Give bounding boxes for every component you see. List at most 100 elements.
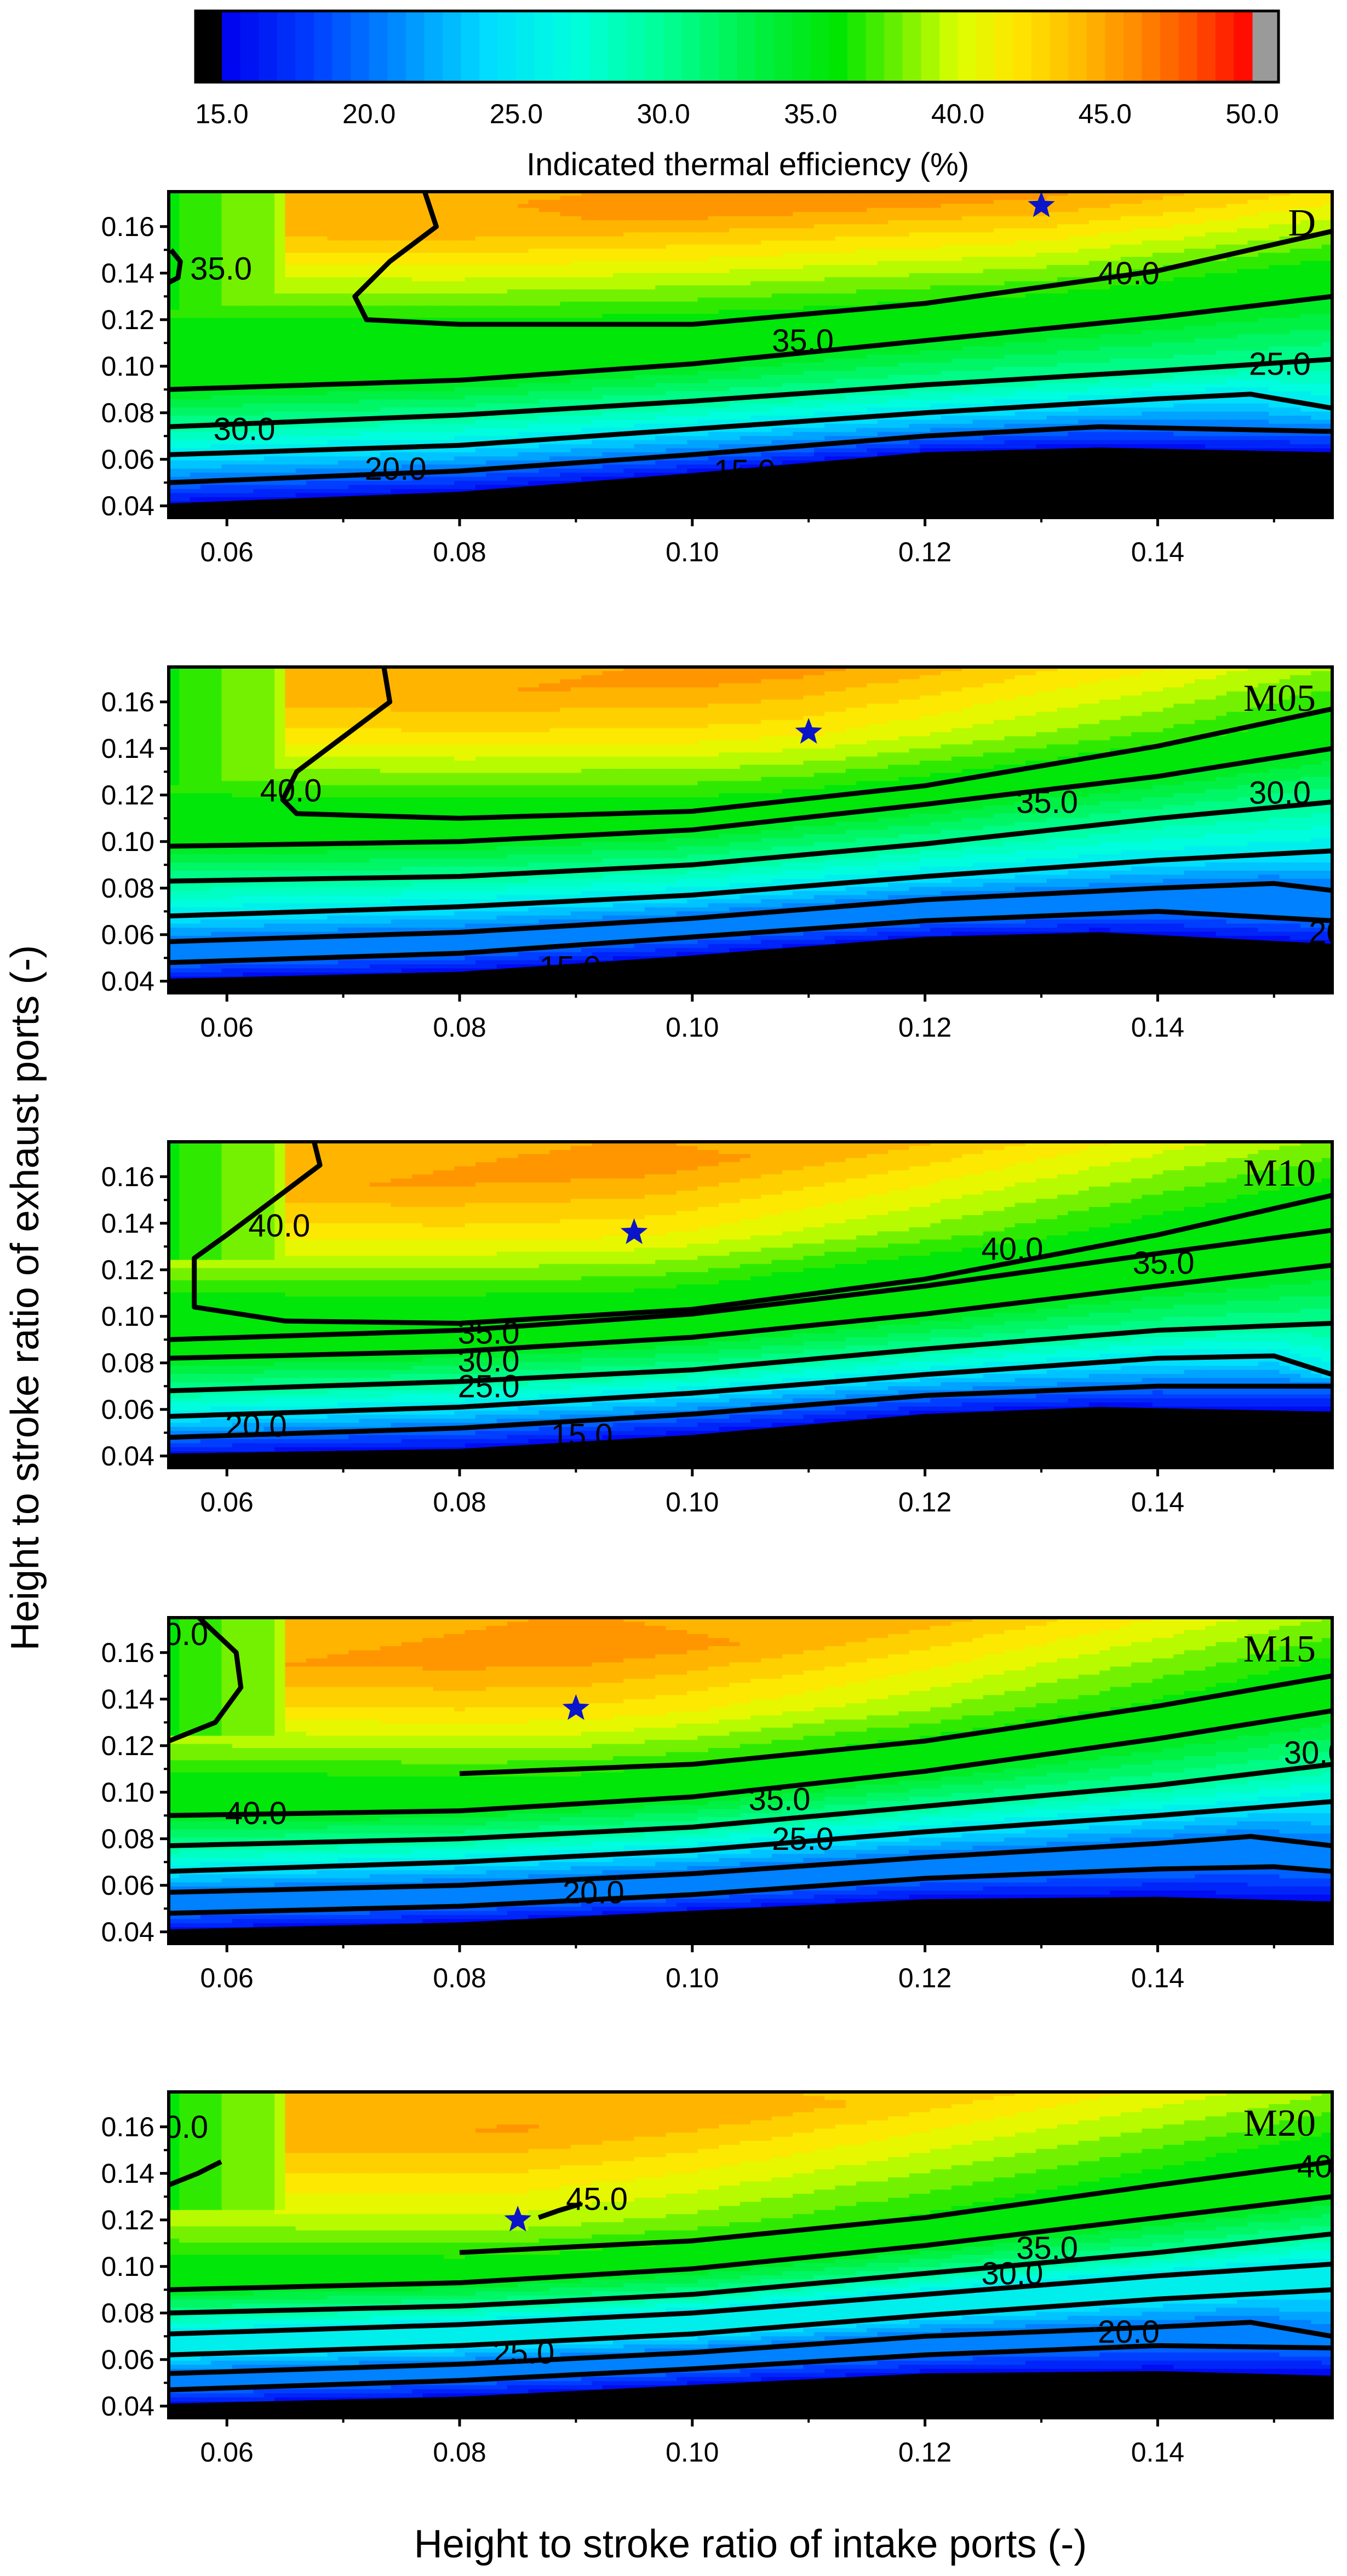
field-cell: [570, 236, 582, 242]
field-cell: [253, 473, 265, 478]
field-cell: [570, 440, 582, 445]
field-cell: [644, 411, 656, 416]
field-cell: [719, 273, 730, 278]
field-cell: [274, 468, 286, 473]
field-cell: [782, 481, 794, 486]
field-cell: [761, 281, 772, 286]
field-cell: [803, 440, 815, 445]
field-cell: [253, 212, 265, 217]
field-cell: [612, 395, 624, 400]
field-cell: [221, 432, 233, 437]
field-cell: [507, 497, 518, 502]
field-cell: [369, 199, 381, 205]
field-cell: [179, 301, 191, 307]
field-cell: [179, 513, 191, 518]
field-cell: [813, 363, 825, 367]
field-cell: [433, 269, 444, 274]
field-cell: [179, 342, 191, 347]
field-cell: [327, 501, 339, 506]
field-cell: [211, 252, 222, 257]
field-cell: [793, 493, 804, 498]
field-cell: [634, 488, 645, 494]
field-cell: [337, 346, 349, 351]
field-cell: [221, 354, 233, 359]
field-cell: [729, 407, 741, 412]
field-cell: [676, 464, 687, 469]
field-cell: [359, 407, 370, 412]
field-cell: [507, 395, 518, 400]
field-cell: [454, 456, 466, 461]
field-cell: [612, 375, 624, 380]
field-cell: [327, 289, 339, 294]
field-cell: [295, 436, 307, 441]
field-cell: [232, 411, 243, 416]
field-cell: [348, 257, 360, 262]
field-cell: [592, 501, 603, 506]
field-cell: [327, 444, 339, 449]
field-cell: [380, 428, 392, 433]
field-cell: [285, 314, 296, 319]
field-cell: [274, 366, 286, 372]
field-cell: [327, 228, 339, 233]
field-cell: [359, 269, 370, 274]
field-cell: [317, 428, 328, 433]
field-cell: [263, 468, 275, 473]
field-cell: [592, 485, 603, 490]
field-cell: [655, 358, 667, 364]
colorbar-segment: [222, 11, 241, 82]
field-cell: [697, 228, 709, 233]
field-cell: [380, 481, 392, 486]
field-cell: [475, 513, 487, 518]
field-cell: [401, 293, 412, 298]
field-cell: [771, 318, 783, 323]
field-cell: [253, 289, 265, 294]
field-cell: [243, 375, 254, 380]
field-cell: [750, 269, 762, 274]
field-cell: [433, 423, 444, 429]
field-cell: [253, 264, 265, 270]
field-cell: [200, 318, 212, 323]
field-cell: [274, 261, 286, 266]
field-cell: [719, 501, 730, 506]
field-cell: [750, 375, 762, 380]
field-cell: [211, 204, 222, 209]
field-cell: [507, 354, 518, 359]
field-cell: [263, 309, 275, 314]
field-cell: [761, 208, 772, 212]
field-cell: [592, 293, 603, 298]
field-cell: [729, 342, 741, 347]
field-cell: [253, 249, 265, 254]
field-cell: [740, 342, 751, 347]
field-cell: [528, 383, 540, 388]
field-cell: [708, 249, 719, 254]
field-cell: [813, 269, 825, 274]
field-cell: [803, 358, 815, 364]
field-cell: [518, 395, 529, 400]
field-cell: [528, 306, 540, 311]
field-cell: [337, 387, 349, 392]
field-cell: [221, 330, 233, 335]
field-cell: [391, 277, 402, 282]
field-cell: [285, 249, 296, 254]
field-cell: [454, 252, 466, 257]
field-cell: [793, 428, 804, 433]
field-cell: [761, 216, 772, 221]
field-cell: [263, 224, 275, 229]
field-cell: [538, 444, 550, 449]
colorbar-segment: [259, 11, 278, 82]
field-cell: [337, 432, 349, 437]
field-cell: [422, 330, 434, 335]
field-cell: [190, 346, 201, 351]
field-cell: [285, 485, 296, 490]
field-cell: [348, 419, 360, 424]
field-cell: [190, 224, 201, 229]
field-cell: [454, 383, 466, 388]
field-cell: [687, 476, 698, 481]
field-cell: [327, 509, 339, 514]
field-cell: [190, 334, 201, 339]
field-cell: [644, 505, 656, 510]
field-cell: [401, 488, 412, 494]
field-cell: [803, 473, 815, 478]
field-cell: [274, 208, 286, 212]
field-cell: [263, 244, 275, 249]
